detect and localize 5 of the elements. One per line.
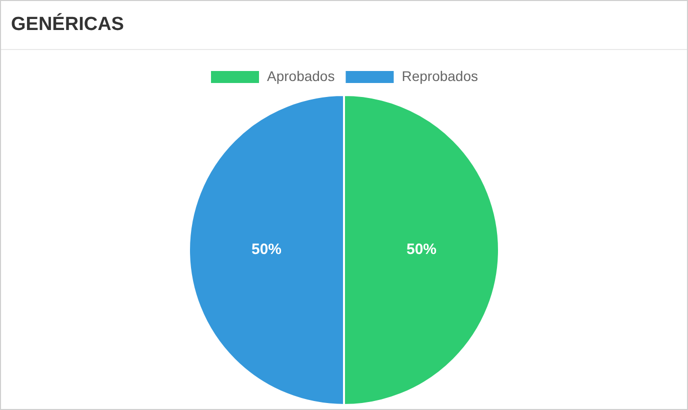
chart-title: GENÉRICAS (11, 14, 124, 36)
data-label: 50% (251, 241, 282, 258)
data-label: 50% (406, 241, 437, 258)
legend-label: Reprobados (402, 68, 478, 84)
legend-label: Aprobados (267, 68, 335, 84)
